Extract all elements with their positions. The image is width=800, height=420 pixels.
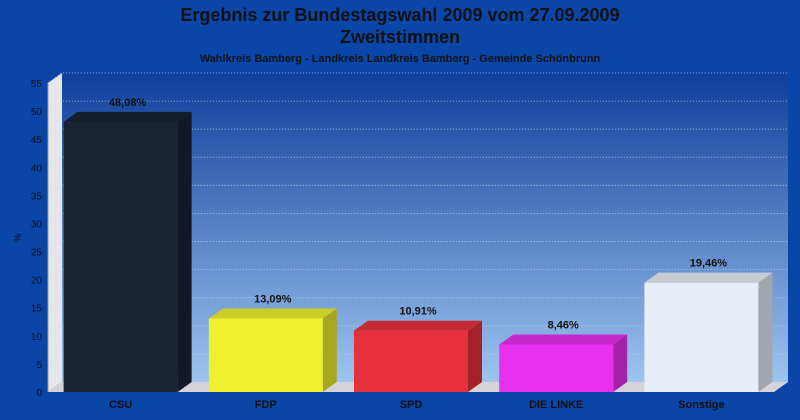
x-category-label: FDP (255, 399, 277, 411)
y-tick-label: 0 (36, 388, 42, 399)
bar-top (499, 334, 628, 345)
bar-front (208, 318, 323, 392)
y-axis-ticks: 0 5 10 15 20 25 30 35 40 45 50 55 (31, 79, 49, 399)
y-tick-label: 45 (31, 135, 43, 146)
bar-side (468, 320, 482, 392)
bar-front (499, 344, 614, 392)
bar-top (644, 272, 773, 283)
bar-spd (354, 320, 482, 392)
grid-line (47, 72, 788, 84)
grid-line (47, 297, 788, 309)
y-tick-label: 5 (36, 360, 42, 371)
grid-line (47, 325, 788, 337)
chart-subtitle: Wahlkreis Bamberg - Landkreis Landkreis … (199, 53, 601, 65)
value-label: 19,46% (690, 258, 728, 270)
grid-line (47, 184, 788, 196)
bar-die-linke (499, 334, 628, 392)
bar-csu (63, 111, 192, 393)
x-category-label: DIE LINKE (529, 399, 583, 411)
bar-side (177, 111, 192, 393)
y-tick-label: 25 (31, 248, 43, 259)
grid-line (47, 156, 788, 168)
bar-fdp (208, 308, 337, 392)
y-tick-label: 15 (31, 304, 43, 315)
y-tick-label: 35 (31, 191, 43, 202)
value-label: 8,46% (548, 319, 579, 331)
bar-front (354, 330, 468, 392)
y-axis-label: % (13, 233, 24, 242)
grid-line (47, 269, 788, 281)
bar-front (644, 282, 759, 392)
value-labels: 48,08% 13,09% 10,91% 8,46% 19,46% (109, 97, 727, 332)
value-label: 10,91% (399, 306, 437, 318)
bar-side (322, 308, 337, 392)
bar-front (63, 121, 178, 393)
plot-side-wall (48, 73, 62, 392)
bar-side (758, 272, 773, 392)
y-tick-label: 10 (31, 332, 43, 343)
y-tick-label: 30 (31, 219, 43, 230)
chart-title-line1: Ergebnis zur Bundestagswahl 2009 vom 27.… (180, 5, 620, 25)
bar-sonstige (644, 272, 773, 392)
y-tick-label: 55 (31, 79, 43, 90)
value-label: 13,09% (254, 293, 292, 305)
bar-side (613, 334, 628, 392)
chart-title: Ergebnis zur Bundestagswahl 2009 vom 27.… (0, 4, 800, 48)
x-category-label: CSU (109, 399, 132, 411)
chart-title-line2: Zweitstimmen (339, 27, 461, 47)
grid-line (47, 100, 788, 112)
grid-line (47, 128, 788, 140)
y-tick-label: 20 (31, 276, 43, 287)
value-label: 48,08% (109, 97, 147, 109)
y-tick-label: 40 (31, 163, 43, 174)
x-category-label: SPD (400, 399, 423, 411)
bars (63, 111, 773, 393)
y-tick-label: 50 (31, 107, 43, 118)
bar-top (63, 111, 192, 122)
bar-top (354, 320, 482, 331)
x-axis-labels: CSU FDP SPD DIE LINKE Sonstige (109, 399, 725, 411)
bar-top (208, 308, 337, 319)
plot-back-wall (62, 73, 788, 382)
grid-line (47, 241, 788, 252)
x-category-label: Sonstige (678, 399, 724, 411)
grid-line (47, 212, 788, 224)
